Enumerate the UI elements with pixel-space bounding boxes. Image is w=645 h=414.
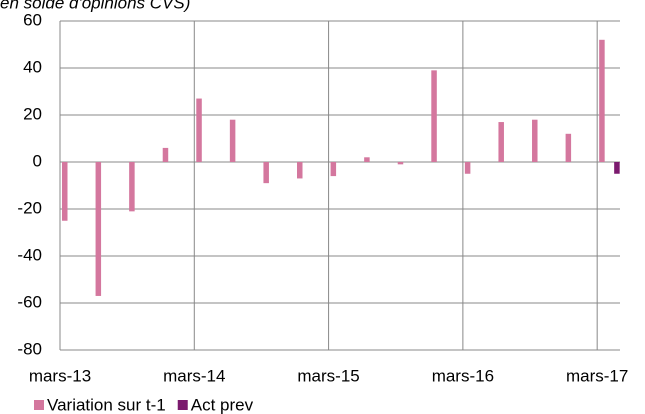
bar (330, 162, 337, 177)
bar (95, 162, 102, 296)
bar (565, 133, 572, 162)
bar (498, 122, 504, 162)
y-tick-label: 60 (23, 10, 42, 29)
bar (297, 162, 303, 179)
bar (62, 162, 68, 221)
x-tick-label: mars-16 (432, 366, 494, 385)
bar (229, 119, 236, 162)
bar (532, 119, 538, 162)
bar (162, 147, 169, 162)
x-tick-label: mars-15 (297, 366, 359, 385)
bar (599, 39, 605, 162)
bar (364, 157, 370, 162)
x-tick-label: mars-17 (566, 366, 628, 385)
bar (263, 162, 269, 184)
y-tick-label: -40 (17, 245, 42, 264)
y-tick-label: -80 (17, 339, 42, 358)
y-tick-label: 0 (33, 151, 42, 170)
bar (614, 162, 620, 174)
y-tick-label: -60 (17, 292, 42, 311)
bar (397, 162, 404, 165)
y-tick-label: -20 (17, 198, 42, 217)
bar (129, 162, 135, 212)
legend-label: Variation sur t-1 (47, 395, 166, 414)
bar (196, 98, 202, 162)
bar (464, 162, 471, 174)
bar (431, 70, 437, 162)
legend-swatch (177, 400, 188, 410)
x-tick-label: mars-13 (29, 366, 91, 385)
y-tick-label: 40 (23, 57, 42, 76)
legend-label: Act prev (191, 395, 254, 414)
legend-swatch (34, 400, 44, 410)
y-tick-label: 20 (23, 104, 42, 123)
chart-subtitle: en solde d'opinions CVS) (0, 0, 190, 12)
x-tick-label: mars-14 (163, 366, 225, 385)
